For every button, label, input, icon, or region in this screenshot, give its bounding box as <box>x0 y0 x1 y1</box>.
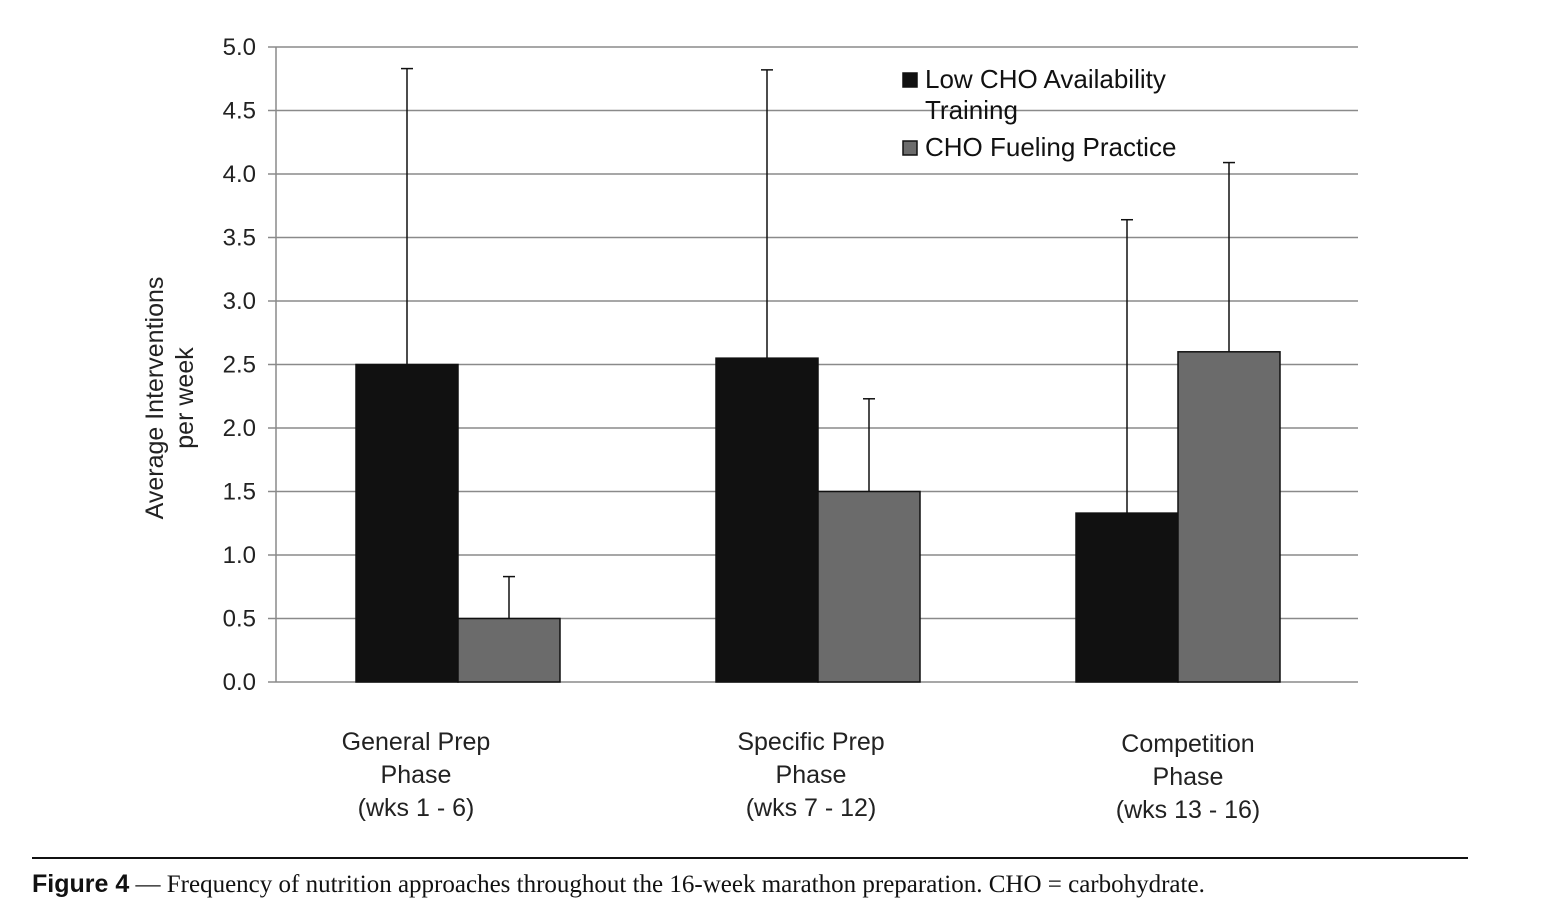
bar <box>817 490 921 683</box>
y-tick-label: 2.5 <box>223 352 256 379</box>
y-tick-label: 1.0 <box>223 542 256 569</box>
x-category-label-line: Phase <box>776 761 847 789</box>
x-category-label-line: Competition <box>1121 730 1254 758</box>
caption-text: — Frequency of nutrition approaches thro… <box>129 871 1205 898</box>
bar <box>715 357 819 683</box>
x-category-label: Competition Phase (wks 13 - 16) <box>1116 730 1260 824</box>
y-tick-label: 3.0 <box>223 288 256 315</box>
x-category-label-line: Phase <box>381 761 452 789</box>
x-category-label-line: Specific Prep <box>737 728 884 756</box>
x-category-label-line: General Prep <box>342 728 491 756</box>
x-category-label-line: (wks 13 - 16) <box>1116 796 1260 824</box>
legend-label: Low CHO Availability Training <box>925 64 1166 125</box>
legend-swatch <box>902 140 918 156</box>
x-category-label-line: (wks 7 - 12) <box>746 794 877 822</box>
legend-label-line: CHO Fueling Practice <box>925 132 1176 162</box>
bar <box>1177 351 1281 683</box>
figure-caption: Figure 4 — Frequency of nutrition approa… <box>32 870 1205 899</box>
x-category-label-line: Phase <box>1153 763 1224 791</box>
y-tick-label: 2.0 <box>223 415 256 442</box>
y-tick-label: 4.5 <box>223 98 256 125</box>
x-category-label: General Prep Phase (wks 1 - 6) <box>342 728 491 822</box>
legend-swatch <box>902 72 918 88</box>
y-tick-label: 4.0 <box>223 161 256 188</box>
bar <box>1075 512 1179 683</box>
y-tick-label: 0.0 <box>223 669 256 696</box>
y-tick-label: 1.5 <box>223 479 256 506</box>
legend-label-line: Training <box>925 95 1018 125</box>
legend-label-line: Low CHO Availability <box>925 64 1166 94</box>
caption-label: Figure 4 <box>32 870 130 898</box>
x-category-label: Specific Prep Phase (wks 7 - 12) <box>737 728 884 822</box>
y-axis-title-line: per week <box>171 347 199 449</box>
caption-divider <box>32 857 1468 859</box>
y-tick-label: 3.5 <box>223 225 256 252</box>
y-axis-title-line: Average Interventions <box>141 277 169 520</box>
bar-chart: 0.0 0.5 1.0 1.5 2.0 2.5 3.0 3.5 4.0 4.5 5.0 Average… <box>141 34 1358 824</box>
y-axis-title: Average Interventionsper week <box>141 277 199 520</box>
bar <box>457 617 561 683</box>
bar <box>355 363 459 683</box>
y-tick-label: 0.5 <box>223 606 256 633</box>
x-category-label-line: (wks 1 - 6) <box>358 794 475 822</box>
legend-label: CHO Fueling Practice <box>925 132 1176 162</box>
y-tick-label: 5.0 <box>223 34 256 61</box>
